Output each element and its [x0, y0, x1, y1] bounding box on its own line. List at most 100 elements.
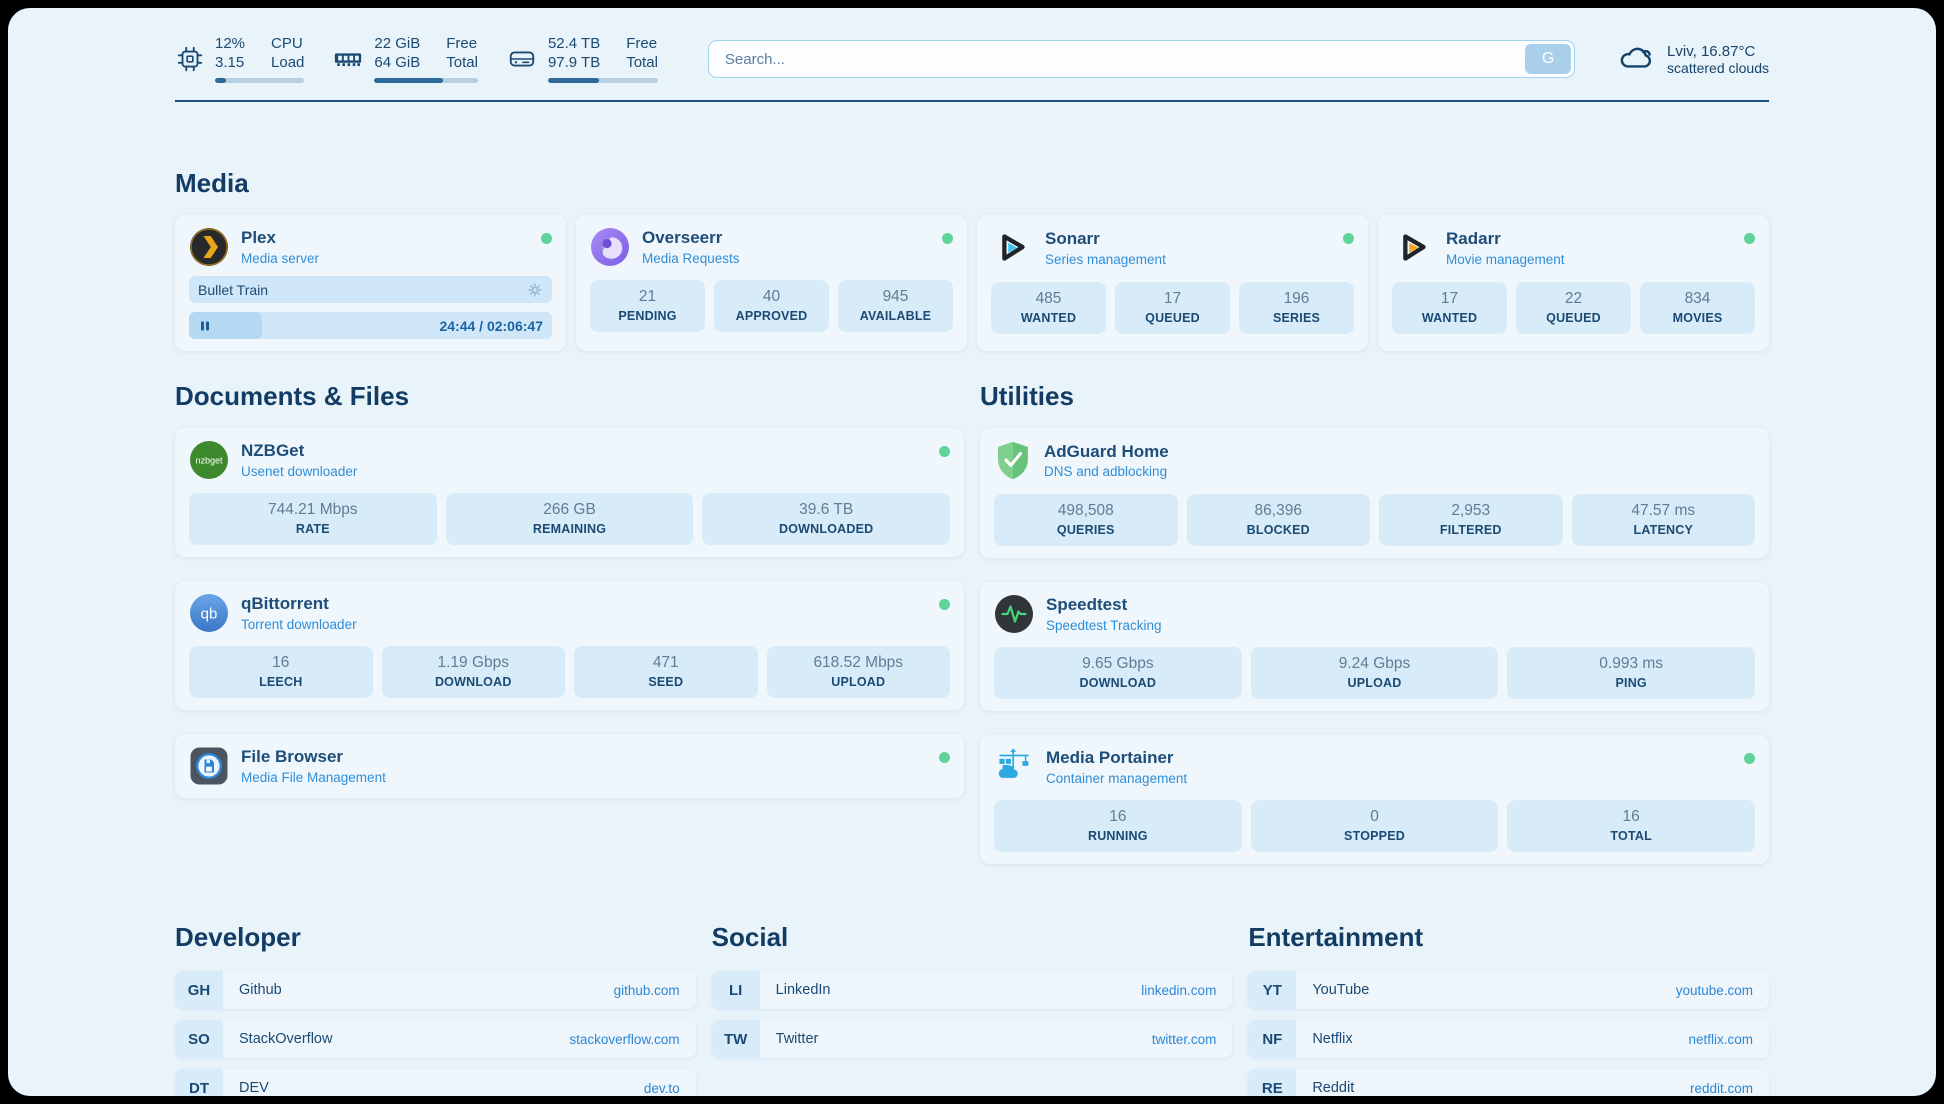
app-card-adguard-home[interactable]: AdGuard Home DNS and adblocking 498,508 … [980, 428, 1769, 558]
app-card-overseerr[interactable]: Overseerr Media Requests 21 PENDING 40 A… [576, 215, 967, 351]
stat-rate: 744.21 Mbps RATE [189, 493, 437, 545]
bookmark-name: StackOverflow [239, 1031, 333, 1047]
app-subtitle: Movie management [1446, 251, 1565, 267]
speedtest-icon [994, 594, 1034, 634]
bookmark-link-dev[interactable]: DT DEV dev.to [175, 1069, 696, 1096]
stat-label: FILTERED [1439, 523, 1502, 537]
bookmark-name: Twitter [775, 1031, 819, 1047]
stat-value: 39.6 TB [799, 501, 854, 518]
cpu-usage-bar-fill [215, 77, 226, 83]
file-browser-icon [189, 746, 229, 786]
bookmark-url: github.com [613, 982, 680, 998]
stat-queries: 498,508 QUERIES [994, 494, 1178, 546]
stat-pending: 21 PENDING [590, 280, 705, 332]
stat-label: BLOCKED [1246, 523, 1310, 537]
gear-icon[interactable] [527, 282, 543, 298]
cpu-usage-bar [215, 77, 305, 83]
app-card-sonarr[interactable]: Sonarr Series management 485 WANTED 17 Q… [977, 215, 1368, 351]
topbar-divider [175, 100, 1769, 102]
stat-queued: 17 QUEUED [1115, 282, 1230, 334]
app-card-plex[interactable]: Plex Media server Bullet Train [175, 215, 566, 351]
app-card-nzbget[interactable]: nzbget NZBGet Usenet downloader 744.21 M… [175, 428, 964, 557]
cloud-icon [1617, 41, 1655, 78]
stat-value: 40 [762, 288, 781, 305]
stat-seed: 471 SEED [574, 646, 758, 698]
cpu-icon [175, 44, 205, 74]
stat-label: WANTED [1421, 311, 1478, 325]
app-card-qbittorrent[interactable]: qb qBittorrent Torrent downloader 16 LEE… [175, 581, 964, 710]
stat-label: QUEUED [1546, 311, 1601, 325]
ram-stat-widget: 22 GiB 64 GiB Free Total [332, 35, 478, 83]
stat-value: 834 [1684, 290, 1711, 307]
bookmark-link-stackoverflow[interactable]: SO StackOverflow stackoverflow.com [175, 1020, 696, 1058]
documents-column: Documents & Files nzbget NZBGet U [175, 381, 964, 864]
app-subtitle: DNS and adblocking [1044, 464, 1168, 480]
qbittorrent-icon: qb [189, 593, 229, 633]
bookmark-link-github[interactable]: GH Github github.com [175, 971, 696, 1009]
bookmark-link-reddit[interactable]: RE Reddit reddit.com [1248, 1069, 1769, 1096]
stat-value: 498,508 [1057, 502, 1114, 519]
stat-label: MOVIES [1672, 311, 1723, 325]
cpu-usage-value: 12% [215, 35, 246, 53]
app-title: Sonarr [1045, 229, 1100, 249]
search-input[interactable] [707, 40, 1576, 78]
app-card-file-browser[interactable]: File Browser Media File Management [175, 734, 964, 798]
bookmark-name: Github [239, 982, 282, 998]
stat-value: 21 [638, 288, 657, 305]
stat-value: 9.65 Gbps [1082, 655, 1154, 672]
stat-available: 945 AVAILABLE [838, 280, 953, 332]
stat-download: 9.65 Gbps DOWNLOAD [994, 647, 1242, 699]
stat-label: QUERIES [1056, 523, 1115, 537]
disk-free-label: Free [626, 35, 658, 53]
bookmark-abbr: SO [175, 1020, 223, 1058]
stat-value: 266 GB [543, 501, 596, 518]
search-engine-button[interactable]: G [1525, 44, 1572, 74]
bookmark-abbr: TW [711, 1020, 760, 1058]
section-heading-utilities: Utilities [980, 381, 1074, 411]
stat-label: REMAINING [532, 522, 607, 536]
stat-value: 618.52 Mbps [813, 654, 904, 671]
app-title: NZBGet [241, 441, 305, 461]
stat-value: 22 [1564, 290, 1583, 307]
stat-label: DOWNLOAD [1079, 676, 1157, 690]
search-bar: G [707, 40, 1576, 78]
cpu-load-value: 3.15 [215, 54, 245, 71]
stat-filtered: 2,953 FILTERED [1379, 494, 1563, 546]
app-card-speedtest[interactable]: Speedtest Speedtest Tracking 9.65 Gbps D… [980, 582, 1769, 711]
app-subtitle: Media server [241, 250, 320, 266]
stat-label: UPLOAD [1347, 676, 1402, 690]
stat-label: SERIES [1272, 311, 1321, 325]
disk-free-value: 52.4 TB [547, 35, 601, 53]
bookmark-link-youtube[interactable]: YT YouTube youtube.com [1248, 971, 1769, 1009]
app-card-media-portainer[interactable]: Media Portainer Container management 16 … [980, 735, 1769, 864]
bookmark-link-linkedin[interactable]: LI LinkedIn linkedin.com [711, 971, 1233, 1009]
stat-blocked: 86,396 BLOCKED [1186, 494, 1370, 546]
section-heading-media: Media [175, 168, 249, 198]
adguard-icon [994, 440, 1032, 481]
app-title: Radarr [1446, 229, 1501, 249]
stat-wanted: 485 WANTED [991, 282, 1106, 334]
bookmark-url: stackoverflow.com [569, 1031, 680, 1047]
bookmark-name: DEV [239, 1080, 269, 1096]
section-heading-social: Social [711, 922, 789, 952]
app-title: qBittorrent [241, 594, 329, 614]
plex-icon [189, 227, 229, 267]
weather-condition: scattered clouds [1667, 59, 1769, 76]
bookmark-name: YouTube [1312, 982, 1370, 998]
stat-value: 16 [1622, 808, 1640, 825]
bookmark-abbr: DT [175, 1069, 223, 1096]
bookmark-name: LinkedIn [775, 982, 831, 998]
stat-value: 16 [272, 654, 290, 671]
bookmark-link-netflix[interactable]: NF Netflix netflix.com [1248, 1020, 1769, 1058]
bookmark-link-twitter[interactable]: TW Twitter twitter.com [711, 1020, 1233, 1058]
now-playing-row: Bullet Train [189, 276, 552, 303]
stat-label: APPROVED [735, 309, 808, 323]
app-card-radarr[interactable]: Radarr Movie management 17 WANTED 22 QUE… [1378, 215, 1769, 351]
stat-remaining: 266 GB REMAINING [445, 493, 694, 545]
radarr-icon [1392, 227, 1434, 269]
stat-label: AVAILABLE [859, 309, 932, 323]
pause-icon[interactable] [189, 320, 211, 332]
stat-value: 0.993 ms [1599, 655, 1664, 672]
weather-widget: Lviv, 16.87°C scattered clouds [1617, 41, 1769, 78]
